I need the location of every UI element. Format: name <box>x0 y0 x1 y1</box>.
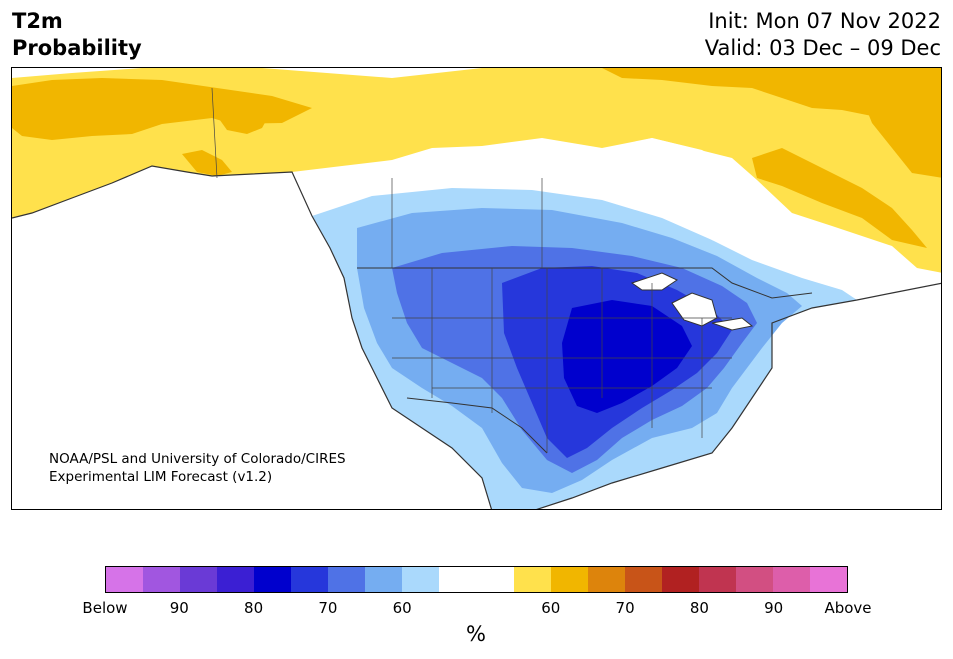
colorbar-unit: % <box>466 622 486 646</box>
credit-line-1: NOAA/PSL and University of Colorado/CIRE… <box>49 451 346 467</box>
us-canada-border <box>357 267 813 299</box>
colorbar-segment-below <box>365 567 403 592</box>
coastline <box>12 165 941 509</box>
map-canvas <box>12 68 941 509</box>
colorbar-segment-above <box>661 567 699 592</box>
colorbar-segment-neutral <box>439 567 514 592</box>
great-lakes <box>630 272 754 331</box>
credit-text: NOAA/PSL and University of Colorado/CIRE… <box>49 450 346 486</box>
state-borders <box>211 87 732 453</box>
region-above-70-bc <box>182 150 232 176</box>
valid-date: Valid: 03 Dec – 09 Dec <box>704 36 941 60</box>
colorbar-segment-above <box>624 567 662 592</box>
colorbar-segment-above <box>698 567 736 592</box>
colorbar-segment-below <box>328 567 366 592</box>
colorbar-segment-above <box>809 567 847 592</box>
colorbar-segment-above <box>550 567 588 592</box>
colorbar-segment-above <box>735 567 773 592</box>
colorbar-tick-label: 60 <box>541 599 561 617</box>
colorbar-segment-above <box>772 567 810 592</box>
region-above-70-arctic <box>602 68 941 118</box>
colorbar-tick-label: 90 <box>764 599 784 617</box>
colorbar-segment-below <box>106 567 144 592</box>
region-above-70-alaska <box>12 78 312 140</box>
colorbar-segment-below <box>254 567 292 592</box>
colorbar-tick-label: 70 <box>615 599 635 617</box>
colorbar-tick-label: 90 <box>169 599 189 617</box>
chart-title-block: T2m Probability <box>12 8 142 62</box>
date-info-block: Init: Mon 07 Nov 2022 Valid: 03 Dec – 09… <box>705 8 941 62</box>
colorbar-tick-label: 60 <box>392 599 412 617</box>
credit-line-2: Experimental LIM Forecast (v1.2) <box>49 469 273 485</box>
probability-map <box>11 67 942 510</box>
quantity-label: Probability <box>12 36 142 60</box>
colorbar-segment-below <box>180 567 218 592</box>
region-below-max <box>562 300 692 413</box>
colorbar-segment-below <box>217 567 255 592</box>
colorbar-tick-label: Above <box>824 599 872 617</box>
region-above-70-labrador <box>752 148 927 248</box>
colorbar-tick-label: 80 <box>244 599 264 617</box>
region-above-70-yukon <box>217 96 272 134</box>
colorbar-tick-label: 80 <box>689 599 709 617</box>
init-date: Init: Mon 07 Nov 2022 <box>708 9 941 33</box>
colorbar-tick-label: 70 <box>318 599 338 617</box>
colorbar-segment-above <box>513 567 551 592</box>
region-above-70-greenland <box>862 88 941 178</box>
hudson-bay <box>612 138 752 248</box>
variable-label: T2m <box>12 9 63 33</box>
colorbar-segment-below <box>143 567 181 592</box>
colorbar-segment-below <box>291 567 329 592</box>
colorbar <box>105 566 848 593</box>
colorbar-segment-above <box>587 567 625 592</box>
colorbar-segment-below <box>402 567 440 592</box>
colorbar-tick-label: Below <box>82 599 128 617</box>
